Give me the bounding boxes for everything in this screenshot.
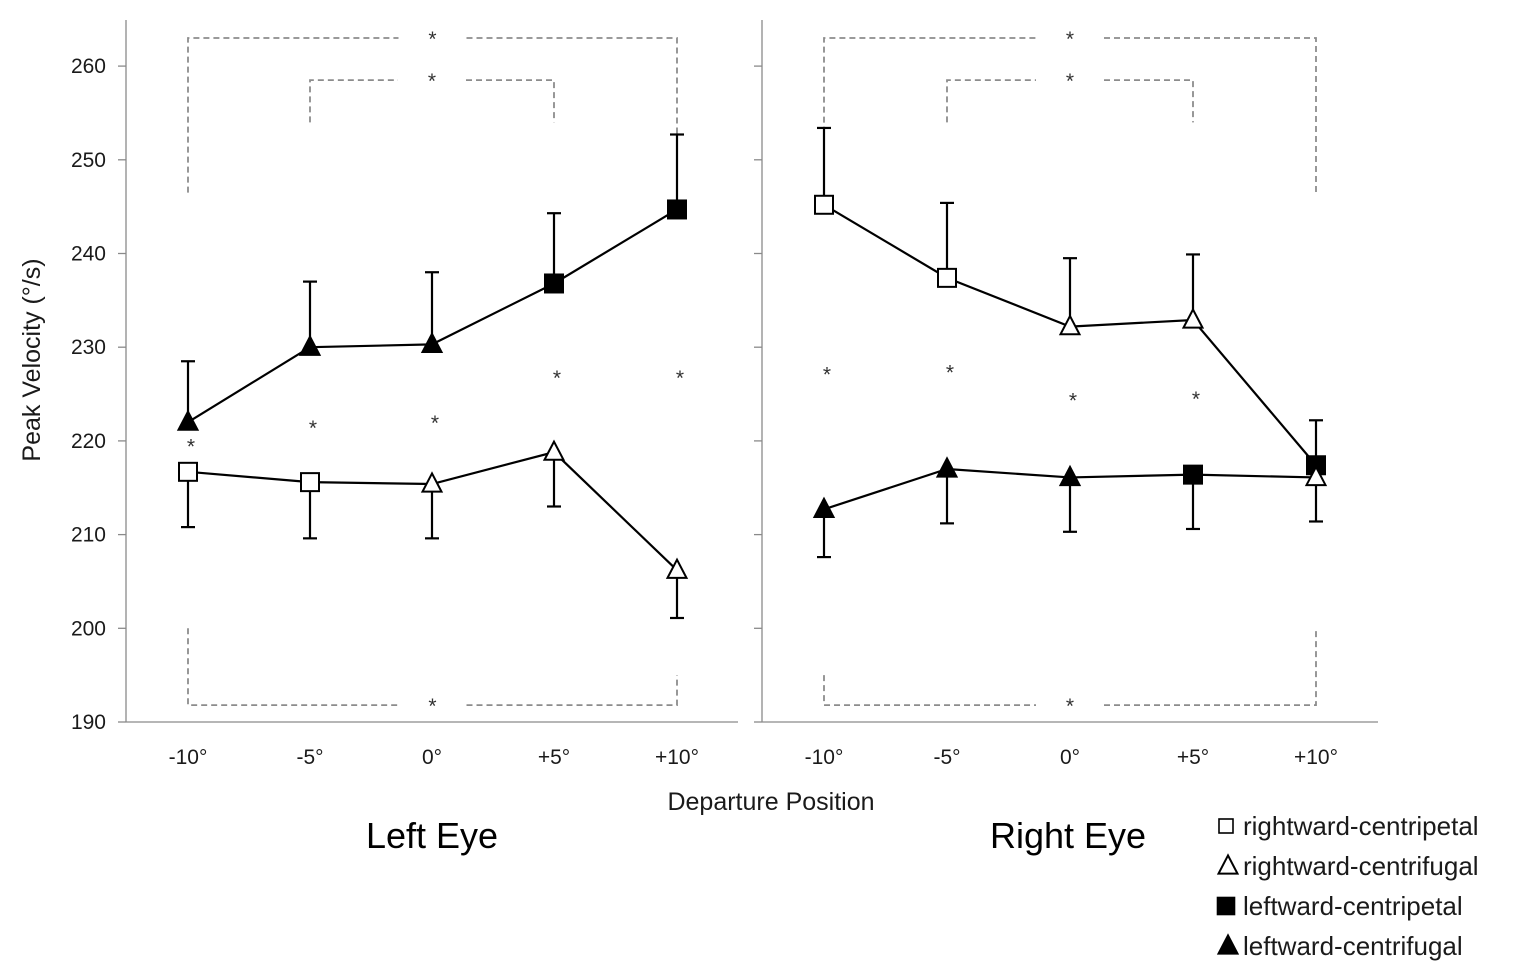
comparison-bracket [946,79,1194,123]
bracket-significance-marker: * [1066,28,1074,51]
data-point [935,456,959,478]
panel-title: Right Eye [990,815,1146,856]
panels: 190 200 210 220 230 240 250 260 -10° -5° 0° +5° +10°… [71,20,1378,856]
y-tick-label: 260 [71,55,106,78]
point-significance-marker: * [1069,390,1077,413]
legend-marker-leftward-centripetal [1216,896,1236,916]
comparison-bracket [187,628,678,707]
comparison-bracket [823,628,1317,707]
legend: rightward-centripetal rightward-centrifug… [1216,811,1479,961]
x-tick-label: +10° [1294,746,1338,769]
point-significance-marker: * [309,417,317,440]
x-tick-label: +10° [655,746,699,769]
data-point [667,199,687,220]
y-tick-label: 230 [71,336,106,359]
data-point [178,461,198,482]
bracket-significance-marker: * [428,70,436,93]
series-0 [176,133,687,431]
series-0 [814,126,1326,476]
y-tick-label: 250 [71,149,106,172]
legend-marker-rightward-centripetal [1218,818,1234,834]
series-1 [812,456,1328,559]
legend-label: leftward-centrifugal [1243,931,1463,961]
legend-marker-rightward-centrifugal [1216,853,1240,875]
data-point [1058,464,1082,487]
legend-marker-leftward-centrifugal [1216,933,1240,955]
data-point [937,267,957,288]
data-point [542,439,566,461]
comparison-bracket [309,79,555,123]
data-point [814,194,834,215]
data-point [1304,464,1328,487]
y-tick-label: 200 [71,617,106,640]
data-point [420,471,444,493]
y-tick-label: 220 [71,430,106,453]
x-tick-label: -5° [933,746,960,769]
panel-title: Left Eye [366,815,498,856]
panel-0: 190 200 210 220 230 240 250 260 -10° -5° 0° +5° +10°… [71,20,738,856]
y-tick-label: 190 [71,711,106,734]
point-significance-marker: * [946,362,954,385]
legend-label: rightward-centripetal [1243,811,1479,841]
x-tick-label: -5° [296,746,323,769]
data-point [665,557,689,579]
legend-label: leftward-centripetal [1243,891,1463,921]
bracket-significance-marker: * [428,695,436,718]
legend-label: rightward-centrifugal [1243,851,1479,881]
y-tick-label: 240 [71,243,106,266]
point-significance-marker: * [1192,388,1200,411]
comparison-bracket [823,37,1317,193]
data-point [1183,464,1203,485]
panel-1: -10° -5° 0° +5° +10° * * * * * * * Right Eye [754,20,1378,856]
y-tick-label: 210 [71,524,106,547]
x-axis-title: Departure Position [667,788,874,816]
point-significance-marker: * [187,436,195,459]
point-significance-marker: * [676,367,684,390]
y-axis-title: Peak Velocity (°/s) [18,258,46,461]
x-tick-label: -10° [805,746,844,769]
data-point [298,334,322,356]
comparison-bracket [187,37,678,193]
bracket-significance-marker: * [1066,695,1074,718]
x-tick-label: 0° [422,746,442,769]
point-significance-marker: * [823,363,831,386]
point-significance-marker: * [431,412,439,435]
data-point [1058,313,1082,336]
bracket-significance-marker: * [1066,70,1074,93]
bracket-significance-marker: * [428,28,436,51]
data-point [420,331,444,354]
data-point [1181,307,1205,329]
x-tick-label: 0° [1060,746,1080,769]
x-tick-label: +5° [1177,746,1209,769]
series-1 [178,439,689,620]
x-tick-label: +5° [538,746,570,769]
data-point [176,409,200,431]
data-point [300,472,320,493]
point-significance-marker: * [553,367,561,390]
data-point [544,273,564,294]
data-point [812,496,836,518]
x-tick-label: -10° [169,746,208,769]
